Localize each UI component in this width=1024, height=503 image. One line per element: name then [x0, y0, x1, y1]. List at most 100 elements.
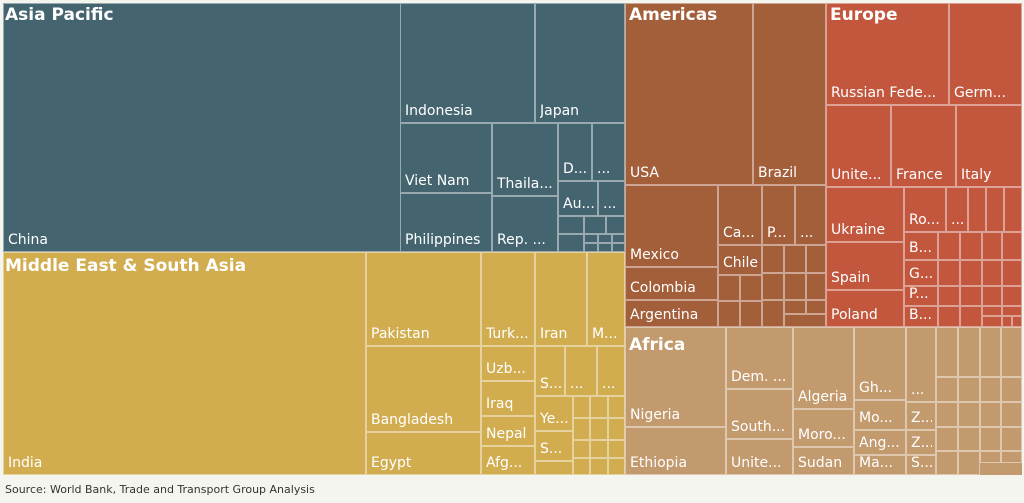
treemap-cell-middle-east-south-asia-pakistan[interactable]: Pakistan	[366, 252, 481, 346]
treemap-cell-africa-algeria[interactable]: Algeria	[793, 327, 854, 409]
treemap-cell-europe-unlabeled[interactable]	[960, 232, 982, 260]
treemap-cell-asia-pacific-more[interactable]: ...	[598, 181, 625, 216]
treemap-cell-asia-pacific-unlabeled[interactable]	[598, 234, 612, 243]
treemap-cell-americas-unlabeled[interactable]	[740, 301, 762, 327]
treemap-cell-americas-unlabeled[interactable]	[784, 273, 806, 300]
treemap-cell-asia-pacific-unlabeled[interactable]	[584, 234, 598, 243]
treemap-cell-europe-g[interactable]: G...	[904, 260, 938, 286]
treemap-cell-middle-east-south-asia-more[interactable]: ...	[565, 346, 597, 396]
treemap-cell-middle-east-south-asia-india[interactable]: India	[3, 252, 366, 475]
treemap-cell-europe-unlabeled[interactable]	[1002, 260, 1022, 286]
treemap-cell-europe-ro[interactable]: Ro...	[904, 187, 946, 232]
treemap-cell-europe-ukraine[interactable]: Ukraine	[826, 187, 904, 242]
treemap-cell-africa-unlabeled[interactable]	[1001, 377, 1022, 402]
treemap-cell-americas-unlabeled[interactable]	[784, 300, 806, 314]
treemap-cell-europe-spain[interactable]: Spain	[826, 242, 904, 290]
treemap-cell-europe-unlabeled[interactable]	[960, 286, 982, 306]
treemap-cell-africa-ma[interactable]: Ma...	[854, 455, 906, 475]
treemap-cell-europe-italy[interactable]: Italy	[956, 105, 1022, 187]
treemap-cell-europe-unlabeled[interactable]	[938, 306, 960, 327]
treemap-cell-africa-unlabeled[interactable]	[936, 377, 958, 402]
treemap-cell-europe-unlabeled[interactable]	[938, 260, 960, 286]
treemap-cell-middle-east-south-asia-egypt[interactable]: Egypt	[366, 432, 481, 475]
treemap-cell-asia-pacific-viet-nam[interactable]: Viet Nam	[400, 123, 492, 193]
treemap-cell-middle-east-south-asia-s[interactable]: S...	[535, 431, 573, 461]
treemap-cell-europe-unlabeled[interactable]	[1002, 316, 1012, 327]
treemap-cell-europe-b[interactable]: B...	[904, 306, 938, 327]
treemap-cell-africa-unlabeled[interactable]	[980, 327, 1001, 377]
treemap-cell-africa-unlabeled[interactable]	[958, 327, 980, 377]
treemap-cell-americas-unlabeled[interactable]	[762, 300, 784, 327]
treemap-cell-middle-east-south-asia-unlabeled[interactable]	[573, 440, 590, 458]
treemap-cell-middle-east-south-asia-s[interactable]: S...	[535, 346, 565, 396]
treemap-cell-europe-unlabeled[interactable]	[1004, 187, 1022, 232]
treemap-cell-africa-moro[interactable]: Moro...	[793, 409, 854, 447]
treemap-cell-africa-s[interactable]: S...	[906, 455, 936, 475]
treemap-cell-asia-pacific-japan[interactable]: Japan	[535, 3, 625, 123]
treemap-cell-americas-unlabeled[interactable]	[784, 245, 806, 273]
treemap-cell-asia-pacific-unlabeled[interactable]	[558, 216, 584, 234]
treemap-cell-middle-east-south-asia-unlabeled[interactable]	[590, 458, 608, 475]
treemap-cell-asia-pacific-unlabeled[interactable]	[612, 234, 625, 243]
treemap-cell-europe-unlabeled[interactable]	[1002, 286, 1022, 306]
treemap-cell-europe-unlabeled[interactable]	[960, 306, 982, 327]
treemap-cell-europe-unite[interactable]: Unite...	[826, 105, 891, 187]
treemap-cell-africa-nigeria[interactable]: Nigeria	[625, 327, 726, 427]
treemap-cell-asia-pacific-thaila[interactable]: Thaila...	[492, 123, 558, 196]
treemap-cell-asia-pacific-more[interactable]: ...	[592, 123, 625, 181]
treemap-cell-middle-east-south-asia-m[interactable]: M...	[587, 252, 625, 346]
treemap-cell-europe-unlabeled[interactable]	[938, 232, 960, 260]
treemap-cell-africa-unlabeled[interactable]	[936, 402, 958, 427]
treemap-cell-americas-ca[interactable]: Ca...	[718, 185, 762, 245]
treemap-cell-asia-pacific-unlabeled[interactable]	[606, 216, 625, 234]
treemap-cell-africa-unlabeled[interactable]	[936, 327, 958, 377]
treemap-cell-europe-unlabeled[interactable]	[968, 187, 986, 232]
treemap-cell-africa-unlabeled[interactable]	[1001, 451, 1022, 463]
treemap-cell-africa-mo[interactable]: Mo...	[854, 400, 906, 430]
treemap-cell-africa-unlabeled[interactable]	[958, 402, 980, 427]
treemap-cell-middle-east-south-asia-turk[interactable]: Turk...	[481, 252, 535, 346]
treemap-cell-europe-unlabeled[interactable]	[938, 286, 960, 306]
treemap-cell-africa-ethiopia[interactable]: Ethiopia	[625, 427, 726, 475]
treemap-cell-americas-unlabeled[interactable]	[718, 301, 740, 327]
treemap-cell-africa-unlabeled[interactable]	[1001, 427, 1022, 451]
treemap-cell-europe-poland[interactable]: Poland	[826, 290, 904, 327]
treemap-cell-asia-pacific-rep[interactable]: Rep. ...	[492, 196, 558, 252]
treemap-cell-africa-unlabeled[interactable]	[980, 402, 1001, 427]
treemap-cell-middle-east-south-asia-uzb[interactable]: Uzb...	[481, 346, 535, 381]
treemap-cell-middle-east-south-asia-unlabeled[interactable]	[608, 458, 625, 475]
treemap-cell-africa-sudan[interactable]: Sudan	[793, 447, 854, 475]
treemap-cell-europe-russian-fede[interactable]: Russian Fede...	[826, 3, 949, 105]
treemap-cell-americas-unlabeled[interactable]	[740, 275, 762, 301]
treemap-cell-africa-z[interactable]: Z...	[906, 402, 936, 430]
treemap-cell-africa-unlabeled[interactable]	[980, 451, 1001, 463]
treemap-cell-middle-east-south-asia-unlabeled[interactable]	[608, 418, 625, 440]
treemap-cell-middle-east-south-asia-bangladesh[interactable]: Bangladesh	[366, 346, 481, 432]
treemap-cell-europe-unlabeled[interactable]	[982, 260, 1002, 286]
treemap-cell-asia-pacific-china[interactable]: China	[3, 3, 401, 252]
treemap-cell-asia-pacific-indonesia[interactable]: Indonesia	[400, 3, 535, 123]
treemap-cell-africa-gh[interactable]: Gh...	[854, 327, 906, 400]
treemap-cell-americas-unlabeled[interactable]	[806, 300, 826, 314]
treemap-cell-asia-pacific-au[interactable]: Au...	[558, 181, 598, 216]
treemap-cell-europe-france[interactable]: France	[891, 105, 956, 187]
treemap-cell-americas-chile[interactable]: Chile	[718, 245, 762, 275]
treemap-cell-middle-east-south-asia-unlabeled[interactable]	[590, 418, 608, 440]
treemap-cell-middle-east-south-asia-unlabeled[interactable]	[535, 461, 573, 475]
treemap-cell-americas-brazil[interactable]: Brazil	[753, 3, 826, 185]
treemap-cell-africa-south[interactable]: South...	[726, 389, 793, 439]
treemap-cell-americas-p[interactable]: P...	[762, 185, 795, 245]
treemap-cell-americas-unlabeled[interactable]	[784, 314, 826, 327]
treemap-cell-europe-unlabeled[interactable]	[1002, 232, 1022, 260]
treemap-cell-middle-east-south-asia-unlabeled[interactable]	[573, 418, 590, 440]
treemap-cell-americas-usa[interactable]: USA	[625, 3, 753, 185]
treemap-cell-europe-p[interactable]: P...	[904, 286, 938, 306]
treemap-cell-europe-more[interactable]: ...	[946, 187, 968, 232]
treemap-cell-middle-east-south-asia-iran[interactable]: Iran	[535, 252, 587, 346]
treemap-cell-africa-unlabeled[interactable]	[936, 451, 958, 475]
treemap-cell-middle-east-south-asia-nepal[interactable]: Nepal	[481, 416, 535, 446]
treemap-cell-asia-pacific-philippines[interactable]: Philippines	[400, 193, 492, 252]
treemap-cell-americas-unlabeled[interactable]	[762, 245, 784, 273]
treemap-cell-americas-argentina[interactable]: Argentina	[625, 300, 718, 327]
treemap-cell-europe-unlabeled[interactable]	[1012, 316, 1022, 327]
